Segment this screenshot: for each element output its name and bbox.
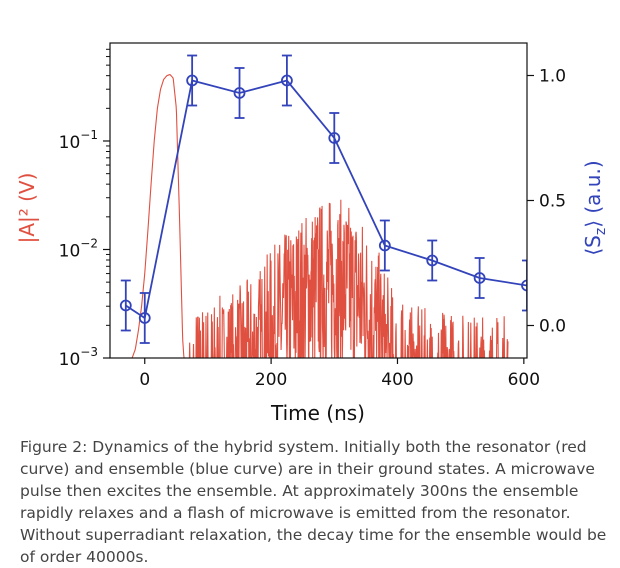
right-axis-title-sub: z: [593, 228, 609, 235]
ensemble-series-line: [125, 79, 527, 320]
ensemble-point: [378, 239, 391, 252]
right-tick-label: 0.5: [539, 192, 566, 212]
left-axis-title: |A|² (V): [15, 173, 39, 244]
ensemble-errorbar: [120, 279, 131, 332]
ensemble-point: [186, 74, 199, 87]
left-axis: 10−3 10−2 10−1: [59, 48, 110, 370]
ensemble-errorbar: [281, 54, 292, 107]
ensemble-point: [119, 299, 132, 312]
ensemble-point: [328, 132, 341, 144]
right-axis-title-main: ⟨S: [581, 235, 605, 256]
left-tick-label: 10−3: [59, 345, 98, 370]
ensemble-errorbar: [187, 54, 198, 107]
ensemble-errorbar: [474, 257, 485, 299]
right-tick-label: 1.0: [539, 67, 566, 87]
x-axis: 0 200 400 600: [139, 358, 540, 390]
ensemble-errorbar: [234, 67, 245, 119]
x-axis-title: Time (ns): [270, 401, 365, 425]
x-tick-label: 200: [255, 370, 287, 390]
figure-caption: Figure 2: Dynamics of the hybrid system.…: [20, 438, 607, 566]
ensemble-point: [233, 87, 246, 99]
ensemble-errorbar: [329, 112, 340, 164]
ensemble-errorbar: [427, 239, 438, 282]
right-tick-label: 0.0: [539, 317, 566, 337]
ensemble-point: [426, 254, 439, 267]
x-tick-label: 600: [508, 370, 540, 390]
ensemble-point: [521, 279, 527, 292]
ensemble-point: [473, 272, 486, 284]
resonator-series-line: [119, 73, 509, 358]
ensemble-errorbar: [522, 259, 527, 312]
x-tick-label: 0: [139, 370, 150, 390]
plot-area: [109, 42, 528, 359]
left-tick-label: 10−2: [59, 236, 98, 261]
x-tick-label: 400: [381, 370, 413, 390]
ensemble-errorbar: [139, 292, 150, 344]
ensemble-errorbar: [379, 219, 390, 272]
right-axis-title-tail: ⟩ (a.u.): [581, 160, 605, 227]
ensemble-point: [138, 312, 151, 324]
left-tick-label: 10−1: [59, 128, 98, 153]
ensemble-point: [281, 74, 293, 87]
chart: 10−3 10−2 10−1 0.0 0.5 1.0 0 200 400 600 Time (…: [15, 42, 609, 425]
right-axis-title: ⟨Sz⟩ (a.u.): [581, 160, 609, 255]
right-axis: 0.0 0.5 1.0: [527, 67, 566, 337]
